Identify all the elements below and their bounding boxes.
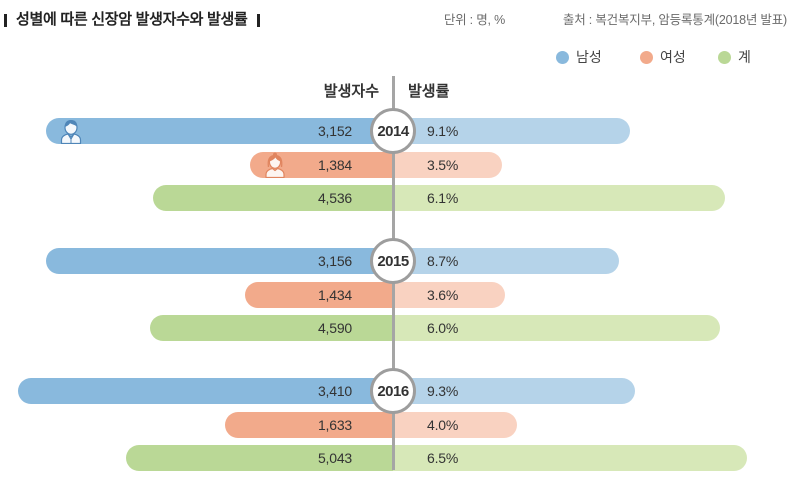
male-avatar-icon [59,118,83,144]
legend-item-male: 남성 [556,48,602,66]
bar-count-male-2014 [46,118,393,144]
count-label-total-2016: 5,043 [317,450,352,466]
legend-dot-female [640,50,653,64]
count-column-header: 발생자수 [323,83,379,100]
bar-rate-female-2014 [393,151,502,178]
bar-count-total-2016 [125,445,393,471]
count-label-male-2015: 3,156 [317,253,352,269]
bar-count-male-2015 [45,248,393,274]
bar-count-total-2014 [152,185,393,211]
bar-rate-male-2016 [393,378,635,404]
year-badge-2016: 2016 [370,368,416,414]
year-badge-2015: 2015 [370,238,416,284]
bar-rate-male-2014 [393,118,630,144]
bar-count-total-2015 [149,315,393,341]
rate-label-female-2016: 4.0% [427,416,459,433]
title-right-mark [257,13,261,27]
bar-rate-female-2016 [393,411,517,438]
bar-count-female-2016 [224,411,393,438]
bar-count-male-2016 [17,378,393,404]
unit-note: 단위 : 명, % [443,13,505,27]
rate-label-total-2016: 6.5% [427,450,459,466]
legend-label-total: 계 [738,49,751,65]
bar-rate-female-2015 [393,281,505,308]
count-label-female-2014: 1,384 [317,156,352,173]
bar-rate-total-2016 [393,445,748,471]
rate-column-header: 발생률 [408,83,450,100]
count-label-female-2016: 1,633 [317,416,352,433]
rate-label-male-2014: 9.1% [427,123,459,139]
rate-label-female-2014: 3.5% [427,156,459,173]
chart-title-bar: 성별에 따른 신장암 발생자수와 발생률 [4,9,261,31]
legend-item-total: 계 [718,48,751,66]
chart-title: 성별에 따른 신장암 발생자수와 발생률 [16,11,248,28]
bar-rate-total-2015 [393,315,720,341]
bar-rate-male-2015 [393,248,620,274]
bar-rate-total-2014 [393,185,726,211]
title-left-mark [4,13,7,27]
bar-count-female-2015 [245,281,393,308]
rate-label-male-2015: 8.7% [427,253,459,269]
year-badge-2014: 2014 [370,108,416,154]
rate-label-total-2014: 6.1% [427,190,459,206]
rate-label-male-2016: 9.3% [427,383,459,399]
rate-label-female-2015: 3.6% [427,286,459,303]
female-avatar-icon [263,152,287,178]
count-label-total-2014: 4,536 [317,190,352,206]
legend-dot-male [556,50,569,64]
legend-item-female: 여성 [640,48,686,66]
count-label-male-2016: 3,410 [317,383,352,399]
count-label-male-2014: 3,152 [317,123,352,139]
legend-dot-total [718,50,731,64]
count-label-female-2015: 1,434 [317,286,352,303]
legend-label-female: 여성 [660,49,686,65]
count-label-total-2015: 4,590 [317,320,352,336]
source-note: 출처 : 복건복지부, 암등록통계(2018년 발표) [562,13,787,27]
legend-label-male: 남성 [576,49,602,65]
rate-label-total-2015: 6.0% [427,320,459,336]
